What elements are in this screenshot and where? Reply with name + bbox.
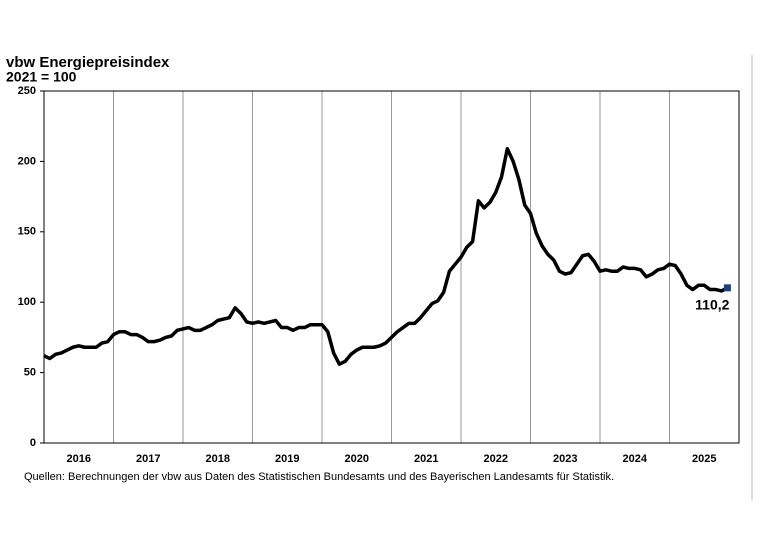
y-tick-label: 150 [18, 226, 36, 238]
value-label: 110,2 [695, 297, 729, 313]
x-tick-label: 2018 [206, 453, 230, 465]
y-tick-label: 100 [18, 296, 36, 308]
x-tick-label: 2016 [67, 453, 91, 465]
source-note: Quellen: Berechnungen der vbw aus Daten … [24, 471, 614, 483]
y-tick-label: 50 [24, 367, 36, 379]
chart-title: vbw Energiepreisindex [6, 54, 170, 71]
x-tick-label: 2025 [692, 453, 716, 465]
y-tick-label: 0 [30, 437, 36, 449]
x-tick-label: 2021 [414, 453, 438, 465]
x-tick-label: 2023 [553, 453, 577, 465]
x-tick-label: 2019 [275, 453, 299, 465]
plot-frame [43, 90, 740, 444]
x-tick-label: 2017 [136, 453, 160, 465]
chart-subtitle: 2021 = 100 [6, 69, 77, 85]
x-tick-label: 2022 [484, 453, 508, 465]
x-tick-label: 2024 [623, 453, 648, 465]
data-line [43, 146, 729, 366]
y-tick-label: 250 [18, 85, 36, 97]
y-tick-label: 200 [18, 155, 36, 167]
last-point-marker [723, 284, 731, 292]
x-tick-label: 2020 [345, 453, 369, 465]
